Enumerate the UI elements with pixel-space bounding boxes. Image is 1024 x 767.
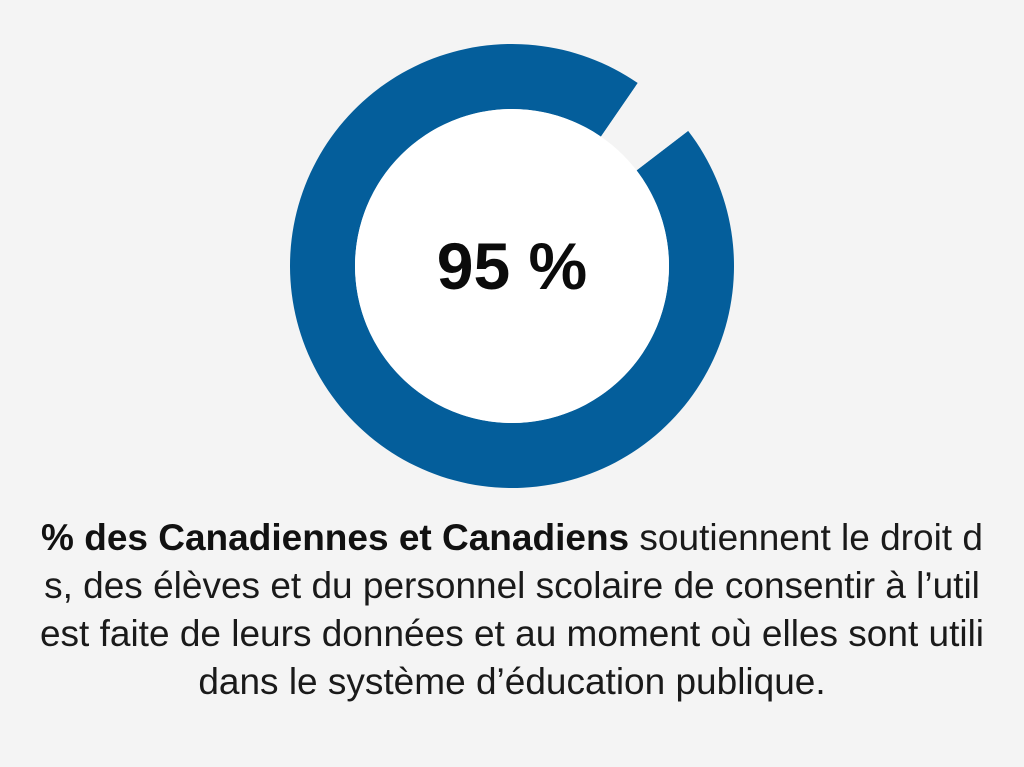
donut-chart: 95 % (289, 43, 734, 489)
caption-line-1: % des Canadiennes et Canadiens soutienne… (0, 514, 1024, 562)
center-percentage: 95 % (437, 229, 587, 303)
caption-bold: % des Canadiennes et Canadiens (41, 517, 630, 558)
caption-text: % des Canadiennes et Canadiens soutienne… (0, 514, 1024, 706)
caption-line-2: s, des élèves et du personnel scolaire d… (44, 565, 980, 606)
donut-slice-5 (600, 83, 689, 171)
caption-line-1-rest: soutiennent le droit d (629, 517, 983, 558)
caption-line-3: est faite de leurs données et au moment … (39, 613, 985, 654)
caption-line-4: dans le système d’éducation publique. (198, 661, 826, 702)
donut-center-disc (355, 109, 669, 423)
